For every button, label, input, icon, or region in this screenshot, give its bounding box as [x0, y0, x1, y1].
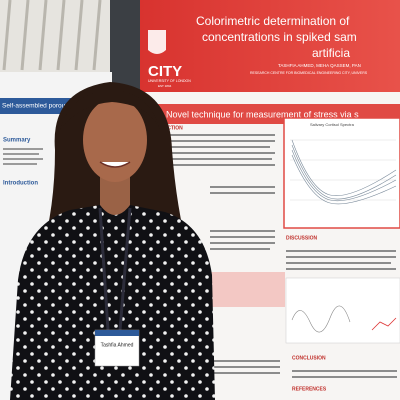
- side-intro: Introduction: [3, 181, 38, 187]
- section-heading: DISCUSSION: [286, 235, 318, 241]
- side-title: Self-assembled porous polymer: [2, 103, 94, 110]
- logo-name: CITY: [148, 63, 182, 80]
- logo-shield: [148, 30, 166, 54]
- section-heading: DUCTION: [160, 125, 183, 131]
- poster-title: artificia: [312, 46, 350, 60]
- person: Tashfia Ahmed: [10, 82, 215, 400]
- poster-title: Colorimetric determination of: [196, 14, 350, 28]
- authors: TASHFIA AHMED, MEHA QASSEM, PAN: [278, 63, 361, 68]
- banner: Novel technique for measurement of stres…: [166, 109, 359, 119]
- side-summary: Summary: [3, 138, 31, 144]
- poster-title: concentrations in spiked sam: [202, 30, 357, 44]
- lanyard: [98, 207, 132, 331]
- logo-sub: UNIVERSITY OF LONDON: [148, 79, 191, 83]
- main-poster: CITY UNIVERSITY OF LONDON EST 1894 Color…: [140, 0, 400, 400]
- dress: [10, 205, 215, 400]
- badge-name: Tashfia Ahmed: [101, 342, 134, 348]
- logo-est: EST 1894: [158, 84, 172, 88]
- section-heading: REFERENCES: [292, 386, 327, 392]
- inset-chart-title: Salivary Cortisol Spectra: [310, 122, 355, 127]
- affiliation: RESEARCH CENTRE FOR BIOMEDICAL ENGINEERI…: [250, 71, 368, 75]
- section-heading: CONCLUSION: [292, 355, 326, 361]
